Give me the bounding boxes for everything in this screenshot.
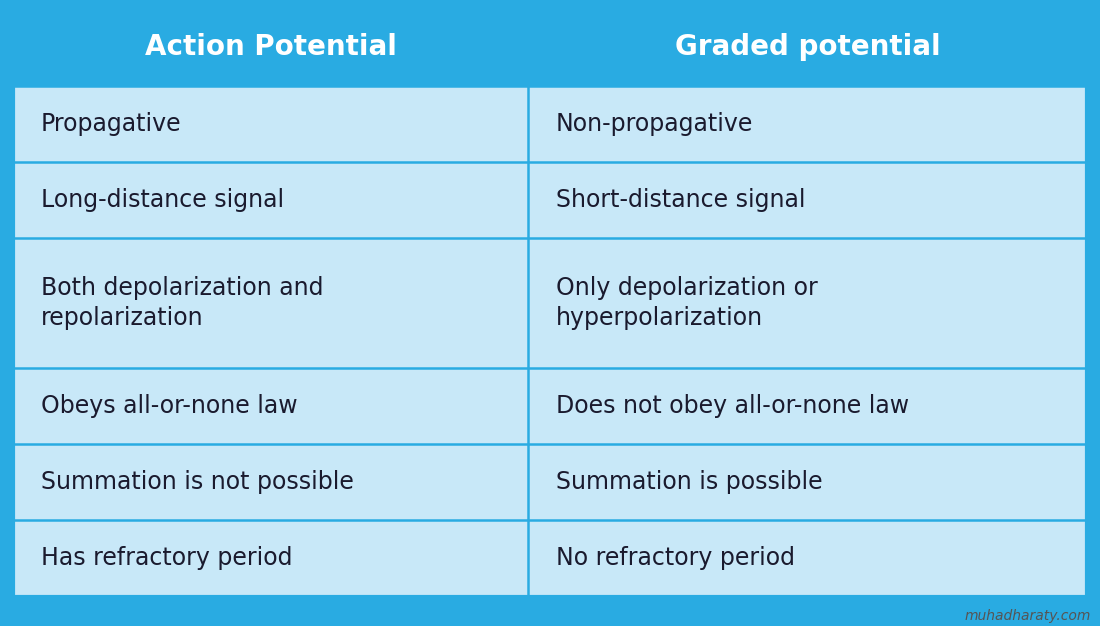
Text: No refractory period: No refractory period <box>556 546 794 570</box>
Text: muhadharaty.com: muhadharaty.com <box>965 610 1091 623</box>
Bar <box>528 86 1087 162</box>
Bar <box>13 162 528 239</box>
Bar <box>13 8 528 86</box>
Text: Does not obey all-or-none law: Does not obey all-or-none law <box>556 394 909 418</box>
Bar <box>13 239 528 368</box>
Text: Only depolarization or
hyperpolarization: Only depolarization or hyperpolarization <box>556 275 817 331</box>
Text: Summation is possible: Summation is possible <box>556 470 822 494</box>
Bar <box>528 239 1087 368</box>
Bar <box>528 162 1087 239</box>
Bar <box>528 444 1087 520</box>
Bar <box>528 368 1087 444</box>
Bar <box>528 8 1087 86</box>
Bar <box>13 86 528 162</box>
Bar <box>13 520 528 597</box>
Bar <box>528 520 1087 597</box>
Text: Obeys all-or-none law: Obeys all-or-none law <box>41 394 297 418</box>
Bar <box>13 444 528 520</box>
Text: Non-propagative: Non-propagative <box>556 112 752 136</box>
Text: Graded potential: Graded potential <box>674 33 940 61</box>
Text: Action Potential: Action Potential <box>145 33 396 61</box>
Text: Short-distance signal: Short-distance signal <box>556 188 805 212</box>
Text: Propagative: Propagative <box>41 112 182 136</box>
Text: Long-distance signal: Long-distance signal <box>41 188 284 212</box>
Text: Summation is not possible: Summation is not possible <box>41 470 353 494</box>
Bar <box>13 368 528 444</box>
Text: Has refractory period: Has refractory period <box>41 546 293 570</box>
Text: Both depolarization and
repolarization: Both depolarization and repolarization <box>41 275 323 331</box>
